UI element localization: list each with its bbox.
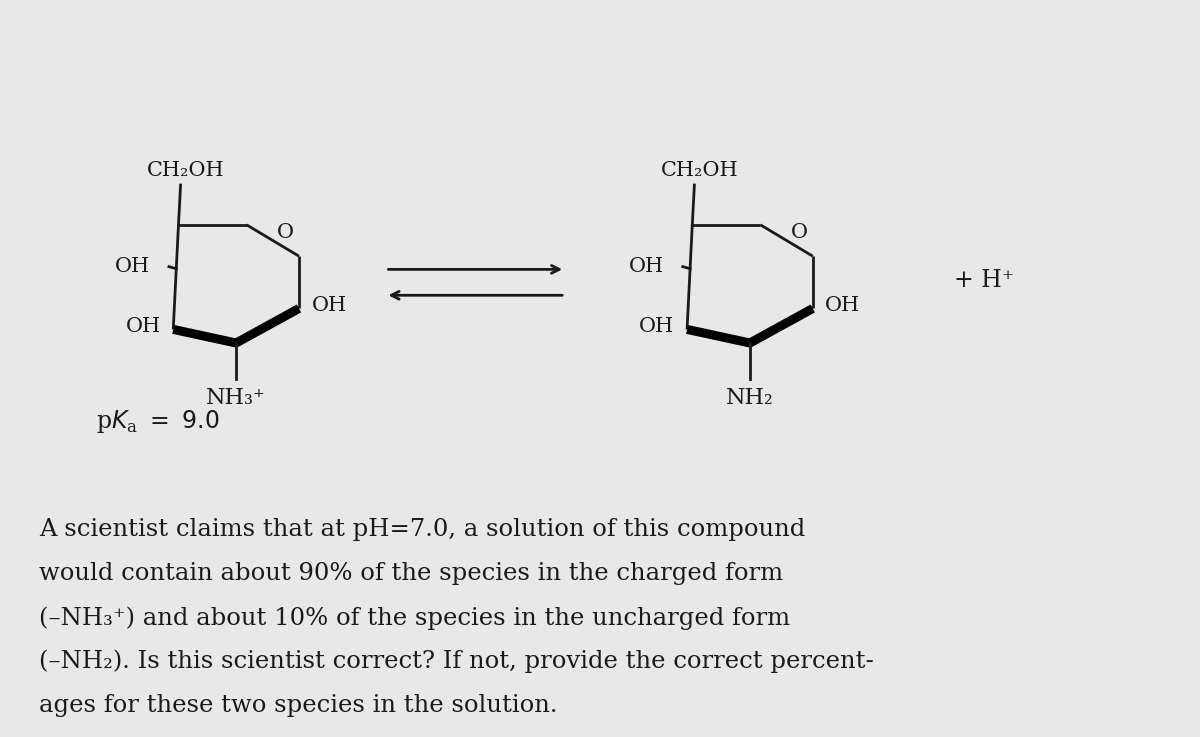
Text: + H⁺: + H⁺ xyxy=(954,269,1014,292)
Text: OH: OH xyxy=(126,317,161,336)
Text: $\mathregular{p}K_{\mathregular{a}}\ =\ 9.0$: $\mathregular{p}K_{\mathregular{a}}\ =\ … xyxy=(96,408,220,436)
Text: OH: OH xyxy=(115,257,150,276)
Text: OH: OH xyxy=(826,296,860,315)
Text: CH₂OH: CH₂OH xyxy=(661,161,738,180)
Text: OH: OH xyxy=(312,296,347,315)
Text: CH₂OH: CH₂OH xyxy=(146,161,224,180)
Text: A scientist claims that at pH=7.0, a solution of this compound: A scientist claims that at pH=7.0, a sol… xyxy=(40,518,805,542)
Text: would contain about 90% of the species in the charged form: would contain about 90% of the species i… xyxy=(40,562,784,585)
Text: OH: OH xyxy=(629,257,664,276)
Text: OH: OH xyxy=(640,317,674,336)
Text: (–NH₃⁺) and about 10% of the species in the uncharged form: (–NH₃⁺) and about 10% of the species in … xyxy=(40,606,791,629)
Text: ages for these two species in the solution.: ages for these two species in the soluti… xyxy=(40,694,558,717)
Text: NH₂: NH₂ xyxy=(726,387,774,409)
Text: NH₃⁺: NH₃⁺ xyxy=(206,387,266,409)
Text: (–NH₂). Is this scientist correct? If not, provide the correct percent-: (–NH₂). Is this scientist correct? If no… xyxy=(40,650,874,674)
Text: O: O xyxy=(277,223,294,242)
Text: O: O xyxy=(791,223,808,242)
